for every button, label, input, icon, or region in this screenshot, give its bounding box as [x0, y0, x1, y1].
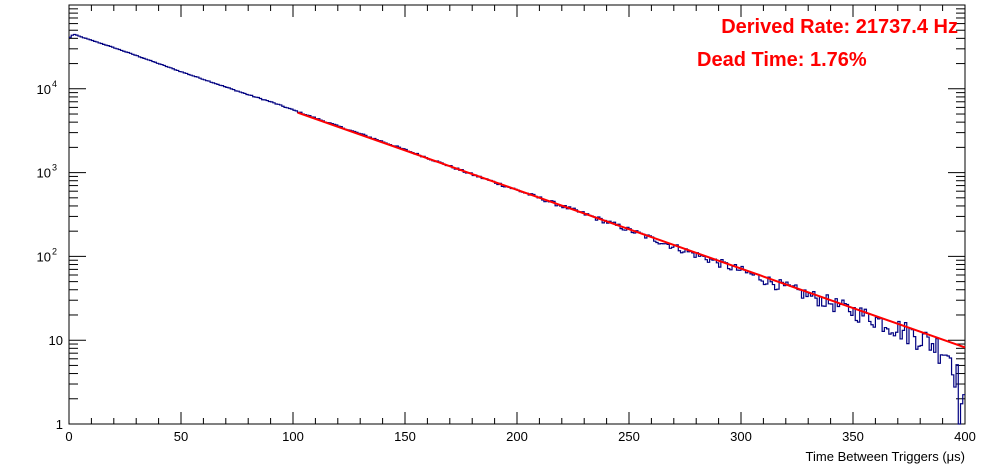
- y-tick-label: 10: [37, 82, 51, 97]
- fit-series: [297, 111, 966, 349]
- x-tick-label: 300: [730, 429, 752, 444]
- x-tick-label: 200: [506, 429, 528, 444]
- x-tick-label: 100: [282, 429, 304, 444]
- dead-time-annotation: Dead Time: 1.76%: [697, 49, 867, 71]
- y-tick-label-exponent: 4: [52, 79, 57, 89]
- x-tick-label: 50: [174, 429, 188, 444]
- x-axis-title: Time Between Triggers (μs): [806, 449, 965, 464]
- x-tick-label: 400: [954, 429, 976, 444]
- y-tick-label: 1: [56, 417, 63, 432]
- x-axis-tick-labels: 0 50 100 150 200 250 300 350 400: [65, 429, 975, 444]
- y-tick-label-exponent: 2: [52, 246, 57, 256]
- histogram-series: [69, 33, 965, 425]
- x-tick-label: 250: [618, 429, 640, 444]
- derived-rate-annotation: Derived Rate: 21737.4 Hz: [721, 16, 958, 38]
- x-tick-label: 150: [394, 429, 416, 444]
- y-axis-ticks: [69, 8, 965, 425]
- y-tick-label-exponent: 3: [52, 163, 57, 173]
- y-tick-label: 10: [37, 249, 51, 264]
- x-tick-label: 350: [842, 429, 864, 444]
- y-tick-label: 10: [37, 166, 51, 181]
- x-tick-label: 0: [65, 429, 72, 444]
- y-tick-label: 10: [49, 333, 63, 348]
- x-axis-ticks: [68, 5, 966, 424]
